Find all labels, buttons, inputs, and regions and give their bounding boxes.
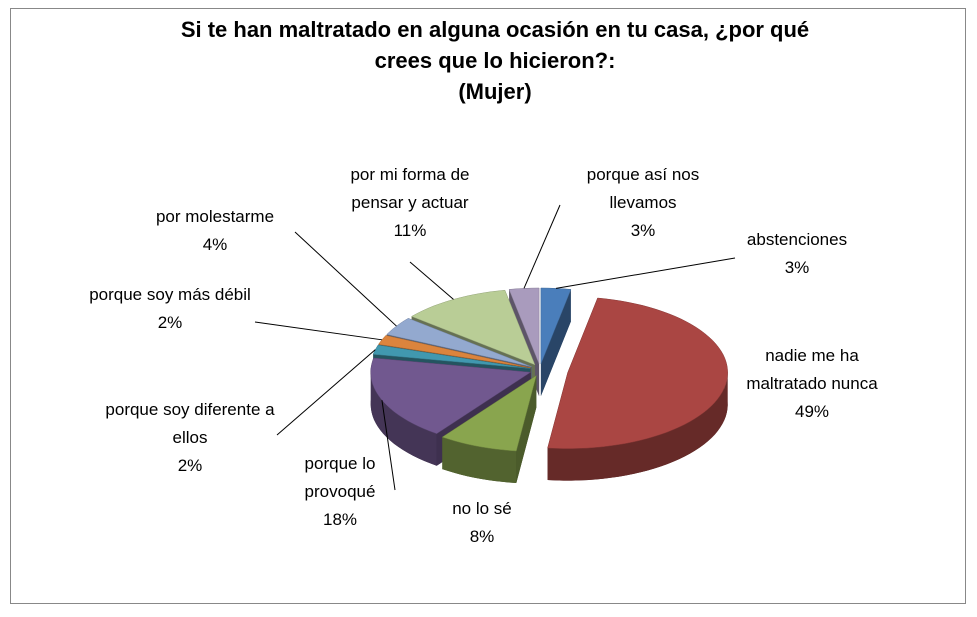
category-label: por mi forma de pensar y actuar [350,165,470,212]
leader-line [254,321,383,341]
chart-subtitle: (Mujer) [458,79,532,104]
slice [378,335,531,369]
data-label: porque soy diferente a ellos 2% [105,396,275,480]
data-label: porque soy más débil 2% [85,281,255,337]
category-label: nadie me ha maltratado nunca [746,346,878,393]
category-label: abstenciones [746,230,848,249]
slice-side [370,372,437,466]
slice [411,289,536,366]
value-label: 8% [469,527,495,546]
slice [370,357,532,434]
leader-line [276,349,376,436]
slice-wall [540,289,571,396]
leader-line [409,261,454,300]
data-label: no lo sé 8% [432,495,532,551]
category-label: no lo sé [452,499,512,518]
chart-title: Si te han maltratado en alguna ocasión e… [180,17,810,73]
leader-line [381,400,396,491]
chart-frame [10,8,966,604]
data-label: porque así nos llevamos 3% [558,161,728,245]
leader-line [555,257,736,289]
category-label: por molestarme [155,207,275,226]
category-label: porque así nos llevamos [586,165,700,212]
value-label: 18% [322,510,358,529]
data-label: por molestarme 4% [130,203,300,259]
value-label: 4% [202,235,228,254]
slice-side [442,437,517,483]
data-label: por mi forma de pensar y actuar 11% [325,161,495,245]
category-label: porque soy más débil [89,285,251,304]
value-label: 11% [393,221,427,240]
data-label: abstenciones 3% [722,226,872,282]
value-label: 2% [157,313,183,332]
leader-line [294,231,397,327]
value-label: 3% [784,258,810,277]
slice-side [547,372,728,481]
slice [386,318,532,368]
data-label: porque lo provoqué 18% [280,450,400,534]
slice [547,297,728,449]
value-label: 3% [630,221,656,240]
category-label: porque lo provoqué [304,454,376,501]
slice [508,287,540,365]
category-label: porque soy diferente a ellos [105,400,275,447]
leader-line [523,204,561,289]
data-label: nadie me ha maltratado nunca 49% [727,342,897,426]
value-label: 49% [794,402,830,421]
slice [441,375,537,452]
value-label: 2% [177,456,203,475]
slice [540,287,572,365]
